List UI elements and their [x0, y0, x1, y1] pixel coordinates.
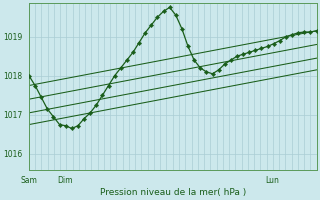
X-axis label: Pression niveau de la mer( hPa ): Pression niveau de la mer( hPa ): [100, 188, 246, 197]
